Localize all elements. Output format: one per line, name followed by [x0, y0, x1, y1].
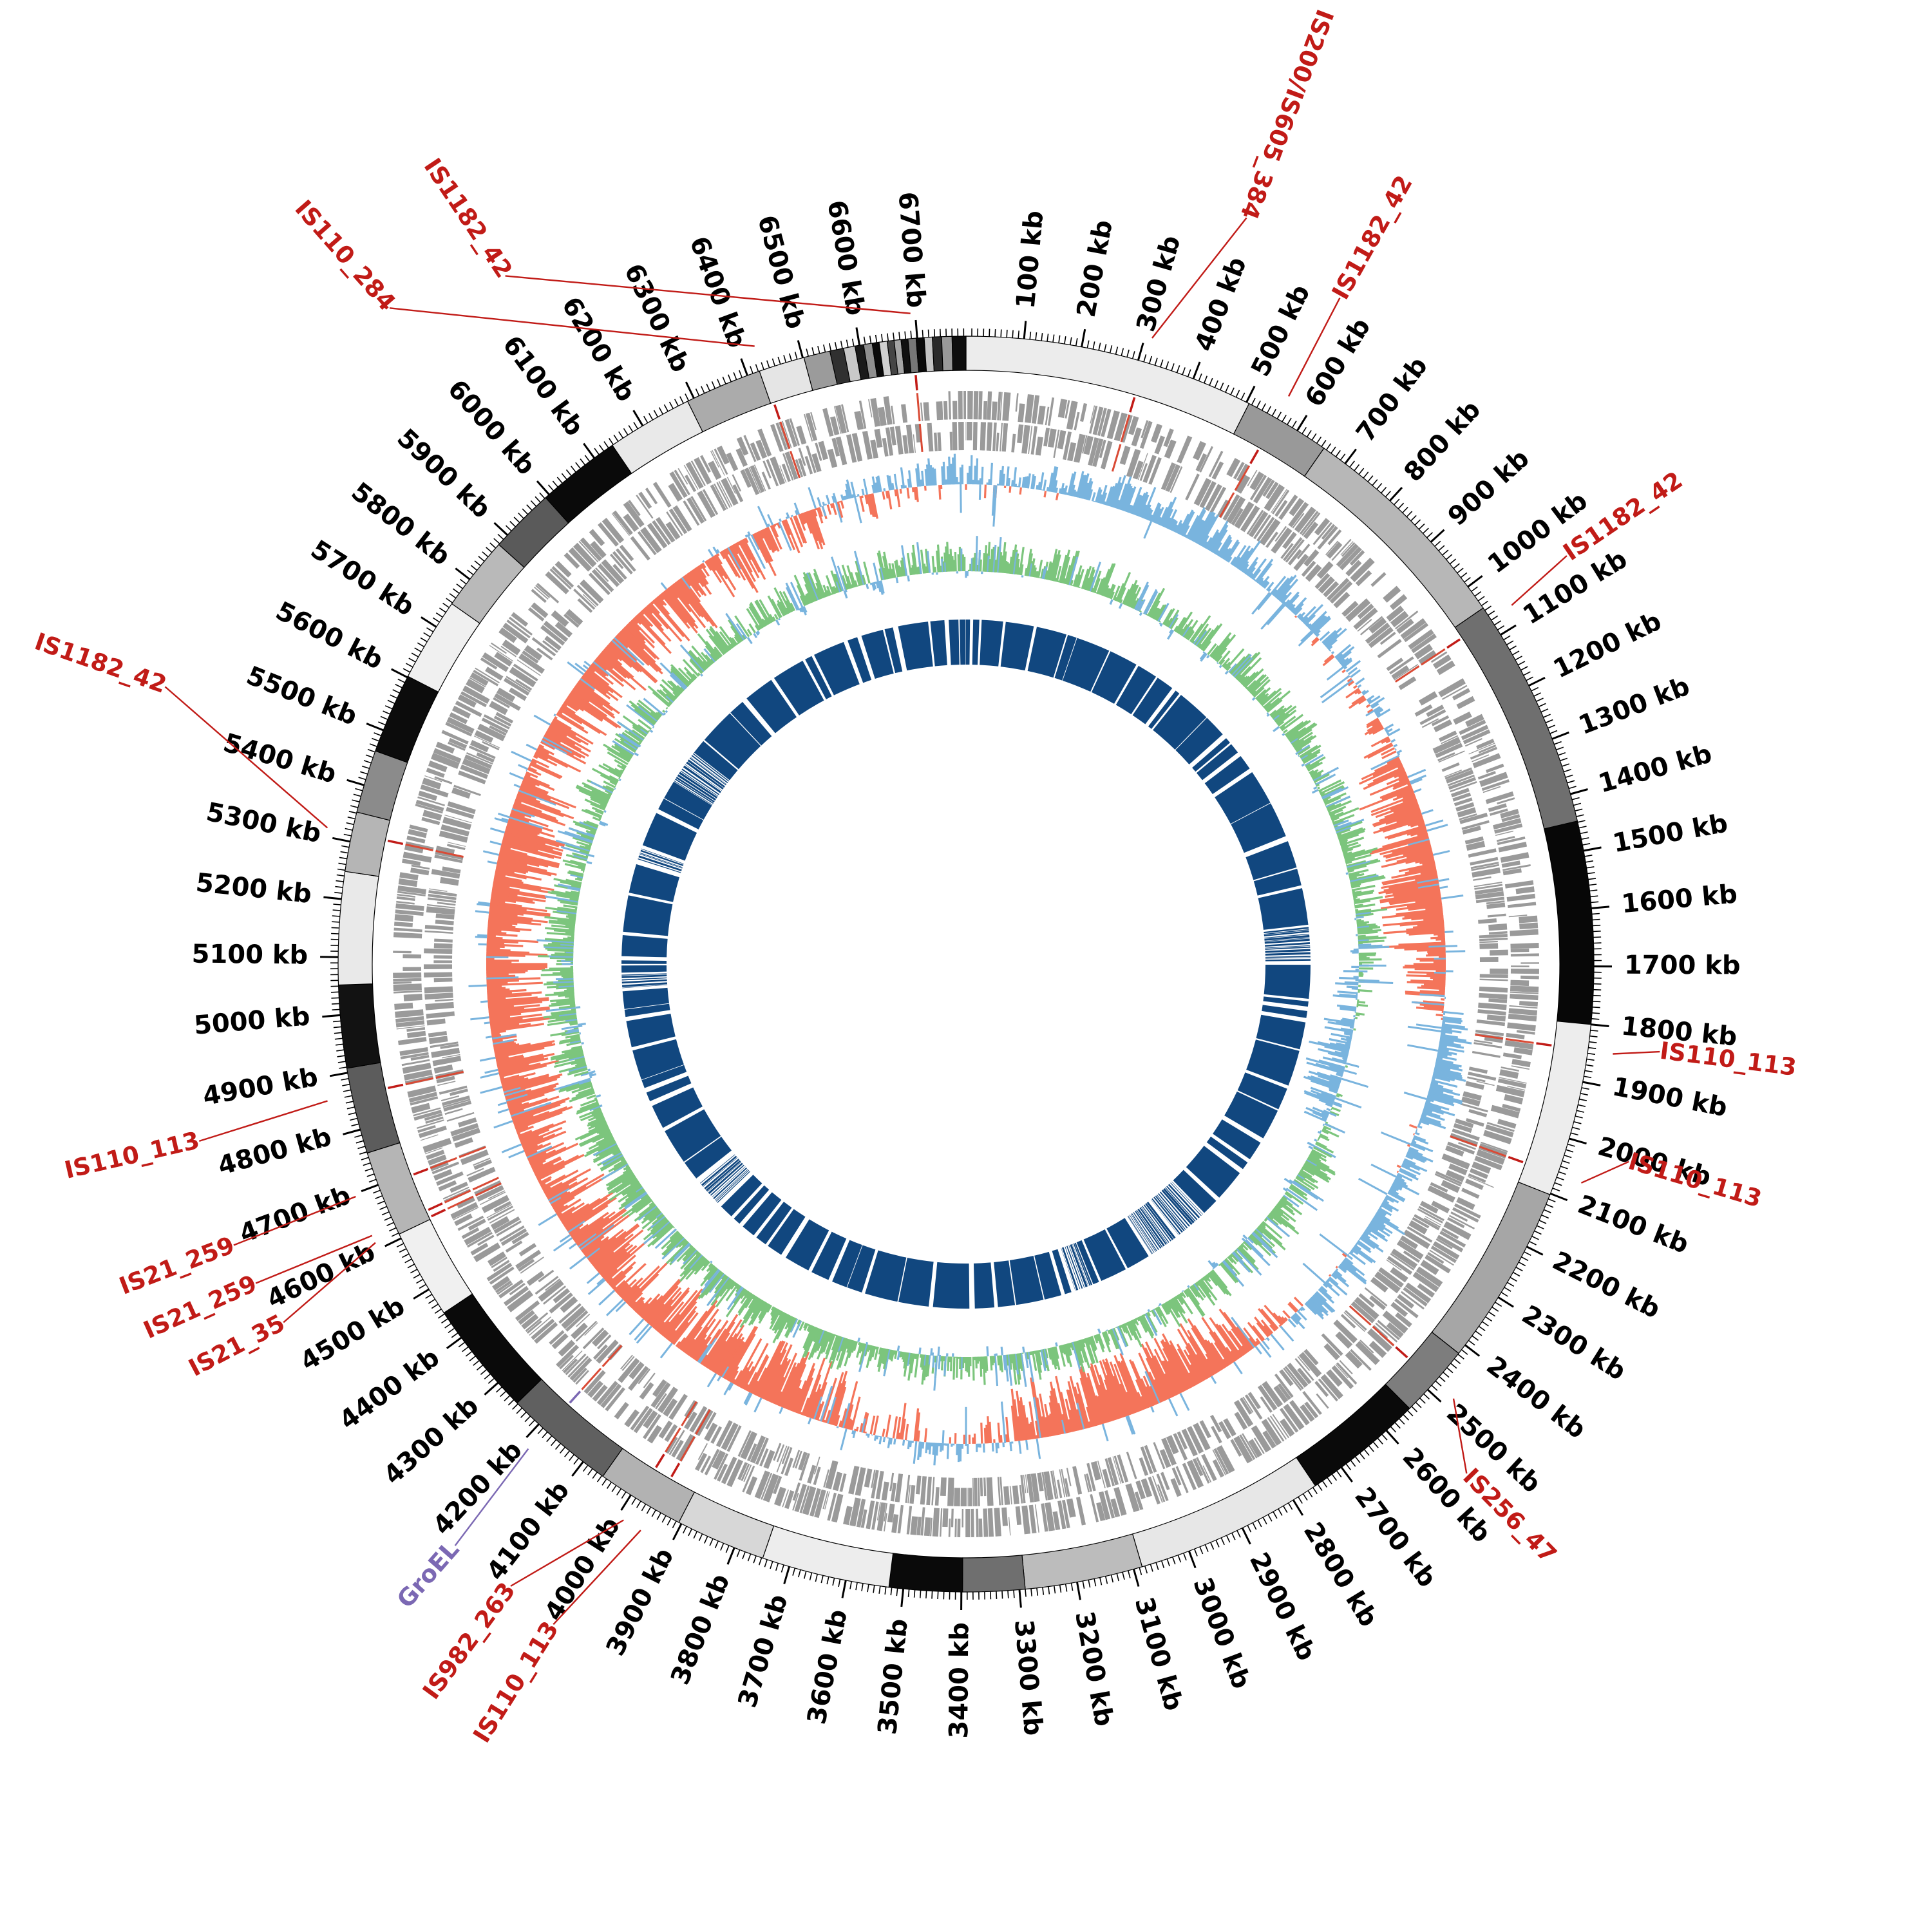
tick-label: 5100 kb: [191, 940, 308, 971]
gc-skew-track: [468, 453, 1472, 1466]
tick-label: 6600 kb: [821, 198, 870, 318]
tick-label: 1600 kb: [1620, 879, 1739, 919]
tick-label: 4000 kb: [539, 1512, 626, 1626]
ideogram-ring: [337, 336, 1595, 1593]
tick-label: 2800 kb: [1298, 1517, 1383, 1632]
tick-label: 3800 kb: [665, 1570, 735, 1689]
tick-label: 6700 kb: [893, 191, 931, 309]
annotation-leader-line: [1452, 1398, 1468, 1474]
annotation-label: IS110_113: [1625, 1147, 1765, 1213]
tick-label: 3200 kb: [1069, 1609, 1119, 1728]
tick-label: 1300 kb: [1575, 671, 1694, 741]
tick-label: 2200 kb: [1548, 1246, 1665, 1325]
gene-track-forward: [393, 391, 1539, 1537]
annotation-leader-line: [553, 1530, 641, 1625]
tick-label: 4200 kb: [427, 1435, 528, 1541]
is-position-marks: [387, 375, 1552, 1477]
tick-label: 5500 kb: [242, 661, 361, 732]
tick-label: 2700 kb: [1349, 1482, 1442, 1593]
tick-label: 100 kb: [1011, 209, 1050, 310]
tick-label: 200 kb: [1072, 218, 1119, 320]
annotation-leader-line: [198, 1100, 328, 1142]
tick-label: 800 kb: [1398, 395, 1486, 488]
annotation-leader-line: [389, 307, 755, 347]
annotation-leader-line: [1613, 1050, 1660, 1055]
tick-label: 2300 kb: [1517, 1300, 1631, 1387]
tick-label: 3700 kb: [733, 1591, 794, 1711]
tick-label: 1700 kb: [1624, 951, 1741, 981]
tick-label: 3100 kb: [1129, 1594, 1189, 1714]
annotation-leader-line: [233, 1195, 356, 1246]
annotation-label: IS1182_42: [419, 153, 518, 283]
annotation-label: IS200/IS605_384: [1235, 6, 1338, 223]
tick-label: 5700 kb: [305, 535, 419, 622]
annotation-leader-line: [1287, 298, 1341, 397]
tick-label: 600 kb: [1300, 313, 1377, 412]
tick-label: 5200 kb: [194, 868, 313, 909]
annotation-leader-line: [454, 1448, 529, 1546]
tick-label: 1200 kb: [1549, 606, 1666, 684]
tick-label: 1900 kb: [1610, 1072, 1730, 1122]
tick-label: 5800 kb: [346, 477, 456, 571]
annotation-leaders: [164, 217, 1660, 1625]
tick-label: 5900 kb: [391, 423, 496, 524]
tick-label: 500 kb: [1245, 280, 1316, 381]
tick-label: 2900 kb: [1244, 1548, 1321, 1665]
annotation-leader-line: [255, 1235, 373, 1284]
annotation-label: IS110_284: [290, 194, 401, 316]
tick-label: 6100 kb: [497, 330, 589, 442]
tick-label: 2400 kb: [1481, 1350, 1591, 1444]
tick-label: 4700 kb: [236, 1180, 355, 1249]
tick-label: 6300 kb: [618, 259, 696, 377]
tick-label: 700 kb: [1350, 352, 1434, 448]
tick-label: 900 kb: [1443, 444, 1535, 532]
tick-label: 300 kb: [1131, 232, 1186, 335]
tick-label: 2100 kb: [1574, 1189, 1693, 1260]
tick-label: 4500 kb: [295, 1291, 410, 1377]
tick-marks: [320, 319, 1613, 1611]
tick-label: 400 kb: [1189, 253, 1253, 355]
tick-label: 3300 kb: [1009, 1618, 1048, 1737]
annotation-leader-line: [1580, 1160, 1629, 1184]
tick-label: 5000 kb: [193, 1001, 311, 1041]
tick-label: 3400 kb: [944, 1622, 974, 1739]
tick-label: 4600 kb: [262, 1237, 379, 1314]
annotation-label: GroEL: [392, 1535, 464, 1613]
annotation-label: IS1182_42: [31, 627, 170, 698]
annotation-leader-line: [1511, 555, 1567, 606]
annotation-leader-line: [1151, 217, 1247, 339]
tick-label: 3500 kb: [873, 1617, 914, 1736]
annotation-leader-line: [164, 686, 328, 829]
gene-track-reverse: [424, 422, 1508, 1506]
tick-label: 6400 kb: [684, 232, 752, 352]
annotation-leader-line: [283, 1242, 376, 1323]
tick-label: 6500 kb: [752, 212, 810, 332]
core-ring: [621, 620, 1311, 1309]
annotation-leader-line: [510, 1519, 624, 1587]
tick-label: 1400 kb: [1595, 739, 1715, 799]
tick-label: 4400 kb: [334, 1343, 445, 1435]
gc-content-track: [536, 536, 1394, 1391]
annotation-label: IS110_113: [62, 1126, 202, 1184]
annotation-leader-line: [505, 275, 911, 314]
tick-label: 3600 kb: [802, 1607, 853, 1727]
tick-label: 6200 kb: [556, 292, 641, 406]
tick-label: 5600 kb: [271, 596, 388, 676]
tick-label: 4900 kb: [200, 1062, 320, 1112]
tick-label: 5400 kb: [220, 728, 339, 790]
annotation-label: IS1182_42: [1327, 171, 1418, 304]
tick-label: 5300 kb: [204, 797, 323, 849]
tick-label: 1500 kb: [1611, 808, 1730, 858]
tick-label: 3000 kb: [1187, 1574, 1256, 1693]
